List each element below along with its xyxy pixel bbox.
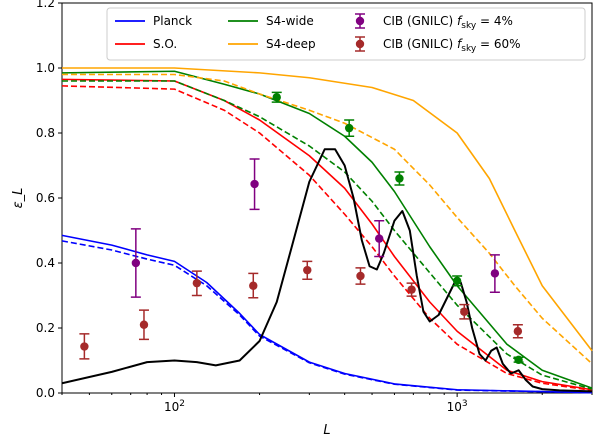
- data-point: [460, 307, 469, 316]
- data-point: [80, 342, 89, 351]
- y-tick-label: 0.8: [36, 126, 55, 140]
- data-point: [513, 327, 523, 336]
- data-point: [407, 285, 416, 294]
- legend-label: CIB (GNILC) fsky = 60%: [383, 37, 521, 54]
- y-tick-label: 0.6: [36, 191, 55, 205]
- series-line: [61, 148, 593, 393]
- data-point: [139, 320, 149, 329]
- y-tick-label: 0.4: [36, 256, 55, 270]
- data-point: [452, 276, 462, 286]
- legend-box: [106, 7, 586, 61]
- data-point: [303, 265, 312, 275]
- y-axis-label: ε_L: [11, 188, 26, 209]
- series-line: [62, 67, 593, 352]
- series-line: [61, 70, 593, 389]
- data-point: [249, 281, 258, 290]
- series-group: [61, 67, 593, 394]
- axis-ticks: 0.0 0.2 0.4 0.6 0.8 1.0 1.2 102 103: [36, 0, 593, 414]
- series-line: [61, 78, 593, 391]
- data-point: [356, 271, 365, 281]
- y-tick-label: 0.2: [36, 321, 55, 335]
- legend-marker: [355, 39, 365, 49]
- legend-label: CIB (GNILC) fsky = 4%: [383, 14, 513, 31]
- legend-label: S.O.: [153, 37, 177, 51]
- x-tick-label: 103: [447, 399, 468, 414]
- errorbar-group: [79, 91, 524, 365]
- data-point: [131, 258, 141, 268]
- data-point: [375, 234, 384, 243]
- legend-label: S4-wide: [266, 14, 314, 28]
- x-tick-label: 102: [164, 399, 185, 414]
- series-line: [62, 73, 593, 365]
- series-line: [62, 80, 593, 390]
- plot-frame: [61, 2, 593, 394]
- legend-label: S4-deep: [266, 37, 316, 51]
- data-point: [272, 93, 281, 102]
- legend-marker: [355, 16, 365, 26]
- data-point: [344, 123, 354, 133]
- data-point: [490, 269, 500, 278]
- series-line: [61, 240, 593, 394]
- series-line: [61, 85, 593, 392]
- data-point: [250, 179, 259, 189]
- y-tick-label: 0.0: [36, 386, 55, 400]
- data-point: [395, 174, 404, 183]
- legend: Planck S.O. S4-wide S4-deep CIB (GNILC) fsky…: [106, 7, 586, 61]
- legend-label: Planck: [153, 14, 192, 28]
- data-point: [192, 278, 202, 288]
- x-axis-label: L: [323, 423, 330, 438]
- data-point: [514, 355, 523, 365]
- y-tick-label: 1.2: [36, 0, 55, 10]
- y-tick-label: 1.0: [36, 61, 55, 75]
